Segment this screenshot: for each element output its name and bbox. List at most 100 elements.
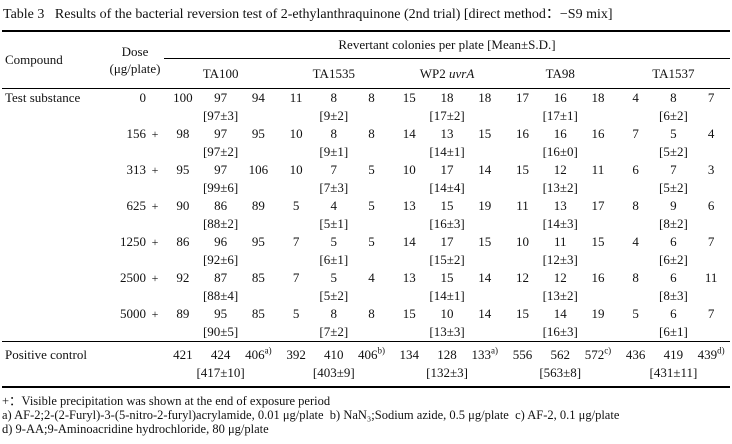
plate-count: 6 [670, 234, 677, 249]
plate-count: 410 [315, 346, 353, 364]
means-line: [99±6] [7±3] [14±4] [13±2] [5±2] [164, 179, 730, 197]
plate-count: 19 [591, 306, 605, 321]
compound-cell [2, 125, 106, 161]
plate-count-number: 406 [245, 347, 265, 362]
plate-count: 13 [402, 270, 416, 285]
mean-sd: [7±3] [319, 180, 349, 195]
strain-values: 100 97 94 [164, 89, 277, 107]
precipitation-plus: + [151, 127, 159, 141]
means-line: [88±4] [5±2] [14±1] [13±2] [8±3] [164, 287, 730, 305]
plate-count: 95 [176, 162, 190, 177]
strain-values: 17 16 18 [504, 89, 617, 107]
strain-name: TA98 [545, 65, 575, 81]
strain-values: 86 96 95 [164, 233, 277, 251]
mean-sd: [132±3] [426, 365, 468, 380]
mean-sd: [16±3] [542, 324, 578, 339]
dose-cell: 625 + [106, 197, 164, 233]
plate-count: 15 [402, 306, 416, 321]
strain-header-row: TA100 TA1535 WP2 uvrA TA98 TA1537 [164, 59, 730, 88]
strain-values: 10 11 15 [504, 233, 617, 251]
plate-count: 87 [214, 270, 228, 285]
table-row: 1250 +86 96 95 7 5 5 14 17 15 10 11 15 4 6 7 [92±6] [6±1]… [2, 233, 730, 269]
plate-count: 7 [292, 270, 300, 285]
plate-count: 12 [515, 270, 529, 285]
plate-count: 15 [478, 126, 492, 141]
plate-count: 97 [214, 162, 228, 177]
plate-count: 89 [251, 198, 265, 213]
plate-count: 17 [515, 90, 529, 105]
values-line: 95 97 106 10 7 5 10 17 14 15 12 11 6 7 3 [164, 161, 730, 179]
strain-data: 86 96 95 7 5 5 14 17 15 10 11 15 4 6 7 [92±6] [6±1] [15±2… [164, 233, 730, 269]
footnote-marker: b) [377, 345, 386, 356]
plate-count: 15 [440, 198, 454, 213]
footnote-marker: a) [264, 345, 272, 356]
footnote-line: +：Visible precipitation was shown at the… [2, 394, 331, 408]
plate-count: 18 [478, 90, 492, 105]
mean-sd: [17±2] [429, 108, 465, 123]
plate-count-number: 562 [550, 347, 570, 362]
table-row: 5000 +89 95 85 5 8 8 15 10 14 15 14 19 5 6 7 [90±5] [7±2]… [2, 305, 730, 341]
plate-count: 15 [440, 270, 454, 285]
dose-header-line1: Dose [121, 44, 149, 59]
mean-sd: [6±2] [659, 252, 688, 267]
plate-count: 7 [670, 162, 677, 177]
strain-values: 90 86 89 [164, 197, 277, 215]
plate-count: 8 [368, 126, 375, 141]
plate-count: 4 [632, 90, 639, 105]
table-row: 313 +95 97 106 10 7 5 10 17 14 15 12 11 6 7 3 [99±6] [7±3… [2, 161, 730, 197]
plate-count: 128 [428, 346, 466, 364]
strain-values: 11 8 8 [277, 89, 390, 107]
plate-count: 14 [402, 126, 416, 141]
strain-values: 15 14 19 [504, 305, 617, 323]
plate-count: 5 [632, 306, 639, 321]
mean-sd: [97±2] [202, 144, 239, 159]
footnote-marker: c) [604, 345, 612, 356]
dose-value: 625 [126, 198, 147, 213]
plate-count: 12 [553, 270, 567, 285]
plate-count: 6 [707, 198, 715, 213]
strain-values: 7 5 5 [277, 233, 390, 251]
footnotes: +：Visible precipitation was shown at the… [2, 388, 730, 436]
mean-sd: [563±8] [539, 365, 582, 380]
strain-data: 92 87 85 7 5 4 13 15 14 12 12 16 8 6 11 [88±4] [5±2] [14±… [164, 269, 730, 305]
plate-count: 5 [292, 306, 300, 321]
dose-cell: 0 [106, 89, 164, 125]
strain-values: 134 128 133a) [390, 346, 503, 364]
strain-values: 16 16 16 [504, 125, 617, 143]
means-line: [417±10] [403±9] [132±3] [563±8] [431±11] [164, 364, 730, 382]
plate-count: 17 [591, 198, 605, 213]
mean-sd: [8±2] [659, 216, 688, 231]
table-row: 2500 +92 87 85 7 5 4 13 15 14 12 12 16 8 6 11 [88±4] [5±2… [2, 269, 730, 305]
plate-count: 406a) [239, 346, 277, 364]
compound-cell [2, 197, 106, 233]
plate-count: 10 [440, 306, 454, 321]
mean-sd: [5±2] [659, 144, 688, 159]
mean-sd: [16±3] [429, 216, 465, 231]
plate-count: 12 [553, 162, 567, 177]
positive-control-row: Positive control 421 424 406a) 392 410 406b) 13… [2, 346, 730, 382]
plate-count: 15 [515, 162, 529, 177]
plate-count: 439d) [692, 346, 730, 364]
mean-sd: [90±5] [202, 324, 239, 339]
mean-sd: [14±1] [429, 288, 465, 303]
plate-count: 8 [632, 270, 639, 285]
strain-values: 4 8 7 [617, 89, 730, 107]
plate-count: 85 [251, 306, 265, 321]
mean-sd: [16±0] [542, 144, 578, 159]
plate-count: 8 [330, 90, 338, 105]
plate-count: 95 [251, 234, 265, 249]
plate-count: 8 [330, 306, 338, 321]
mean-sd: [9±2] [319, 108, 349, 123]
plate-count-number: 556 [512, 347, 533, 362]
plate-count: 8 [632, 198, 639, 213]
plate-count: 14 [478, 270, 492, 285]
strain-header: TA1537 [617, 66, 730, 82]
plate-count: 572c) [579, 346, 617, 364]
plate-count: 7 [330, 162, 338, 177]
strain-values: 92 87 85 [164, 269, 277, 287]
plate-count: 13 [402, 198, 416, 213]
strain-values: 436 419 439d) [617, 346, 730, 364]
strain-values: 421 424 406a) [164, 346, 277, 364]
compound-cell: Test substance [5, 90, 81, 105]
